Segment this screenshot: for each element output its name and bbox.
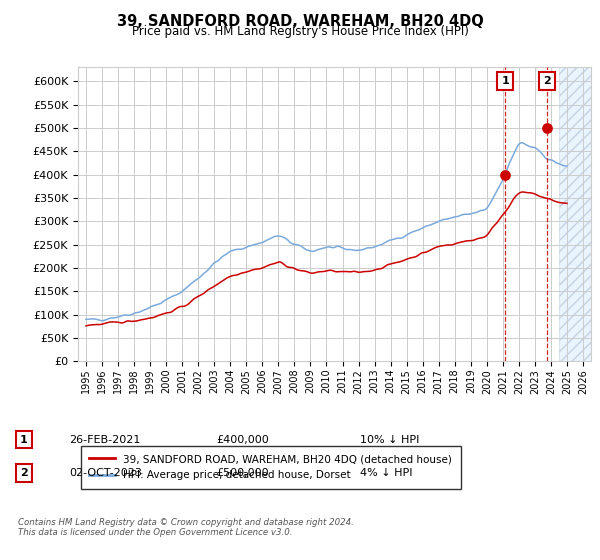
Text: 02-OCT-2023: 02-OCT-2023: [69, 468, 142, 478]
Text: Contains HM Land Registry data © Crown copyright and database right 2024.
This d: Contains HM Land Registry data © Crown c…: [18, 518, 354, 538]
Text: 1: 1: [20, 435, 28, 445]
Text: 2: 2: [20, 468, 28, 478]
Text: 39, SANDFORD ROAD, WAREHAM, BH20 4DQ: 39, SANDFORD ROAD, WAREHAM, BH20 4DQ: [116, 14, 484, 29]
Text: 4% ↓ HPI: 4% ↓ HPI: [360, 468, 413, 478]
Bar: [559, 67, 591, 361]
Text: £400,000: £400,000: [216, 435, 269, 445]
Legend: 39, SANDFORD ROAD, WAREHAM, BH20 4DQ (detached house), HPI: Average price, detac: 39, SANDFORD ROAD, WAREHAM, BH20 4DQ (de…: [80, 446, 461, 489]
Text: 26-FEB-2021: 26-FEB-2021: [69, 435, 140, 445]
Text: 10% ↓ HPI: 10% ↓ HPI: [360, 435, 419, 445]
Text: 1: 1: [502, 76, 509, 86]
Text: Price paid vs. HM Land Registry's House Price Index (HPI): Price paid vs. HM Land Registry's House …: [131, 25, 469, 38]
Point: [500, 170, 510, 179]
Point: [542, 123, 552, 132]
Text: 2: 2: [543, 76, 551, 86]
Text: £500,000: £500,000: [216, 468, 269, 478]
